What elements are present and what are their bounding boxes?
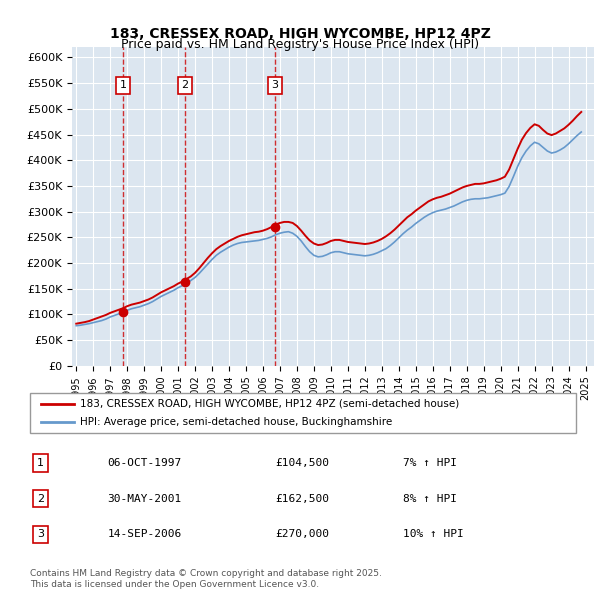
Text: 30-MAY-2001: 30-MAY-2001 (108, 494, 182, 503)
Text: 1: 1 (37, 458, 44, 468)
Text: 3: 3 (272, 80, 278, 90)
Text: 8% ↑ HPI: 8% ↑ HPI (403, 494, 457, 503)
Text: 2: 2 (181, 80, 188, 90)
Text: Price paid vs. HM Land Registry's House Price Index (HPI): Price paid vs. HM Land Registry's House … (121, 38, 479, 51)
Text: 2: 2 (37, 494, 44, 503)
Text: 183, CRESSEX ROAD, HIGH WYCOMBE, HP12 4PZ (semi-detached house): 183, CRESSEX ROAD, HIGH WYCOMBE, HP12 4P… (80, 399, 459, 409)
Text: 10% ↑ HPI: 10% ↑ HPI (403, 529, 464, 539)
Text: Contains HM Land Registry data © Crown copyright and database right 2025.
This d: Contains HM Land Registry data © Crown c… (30, 569, 382, 589)
Text: 3: 3 (37, 529, 44, 539)
Text: 183, CRESSEX ROAD, HIGH WYCOMBE, HP12 4PZ: 183, CRESSEX ROAD, HIGH WYCOMBE, HP12 4P… (110, 27, 490, 41)
Text: 7% ↑ HPI: 7% ↑ HPI (403, 458, 457, 468)
Text: HPI: Average price, semi-detached house, Buckinghamshire: HPI: Average price, semi-detached house,… (80, 417, 392, 427)
FancyBboxPatch shape (29, 393, 577, 433)
Text: £270,000: £270,000 (275, 529, 329, 539)
Text: 1: 1 (119, 80, 127, 90)
Text: £104,500: £104,500 (275, 458, 329, 468)
Text: 06-OCT-1997: 06-OCT-1997 (108, 458, 182, 468)
Text: £162,500: £162,500 (275, 494, 329, 503)
Text: 14-SEP-2006: 14-SEP-2006 (108, 529, 182, 539)
